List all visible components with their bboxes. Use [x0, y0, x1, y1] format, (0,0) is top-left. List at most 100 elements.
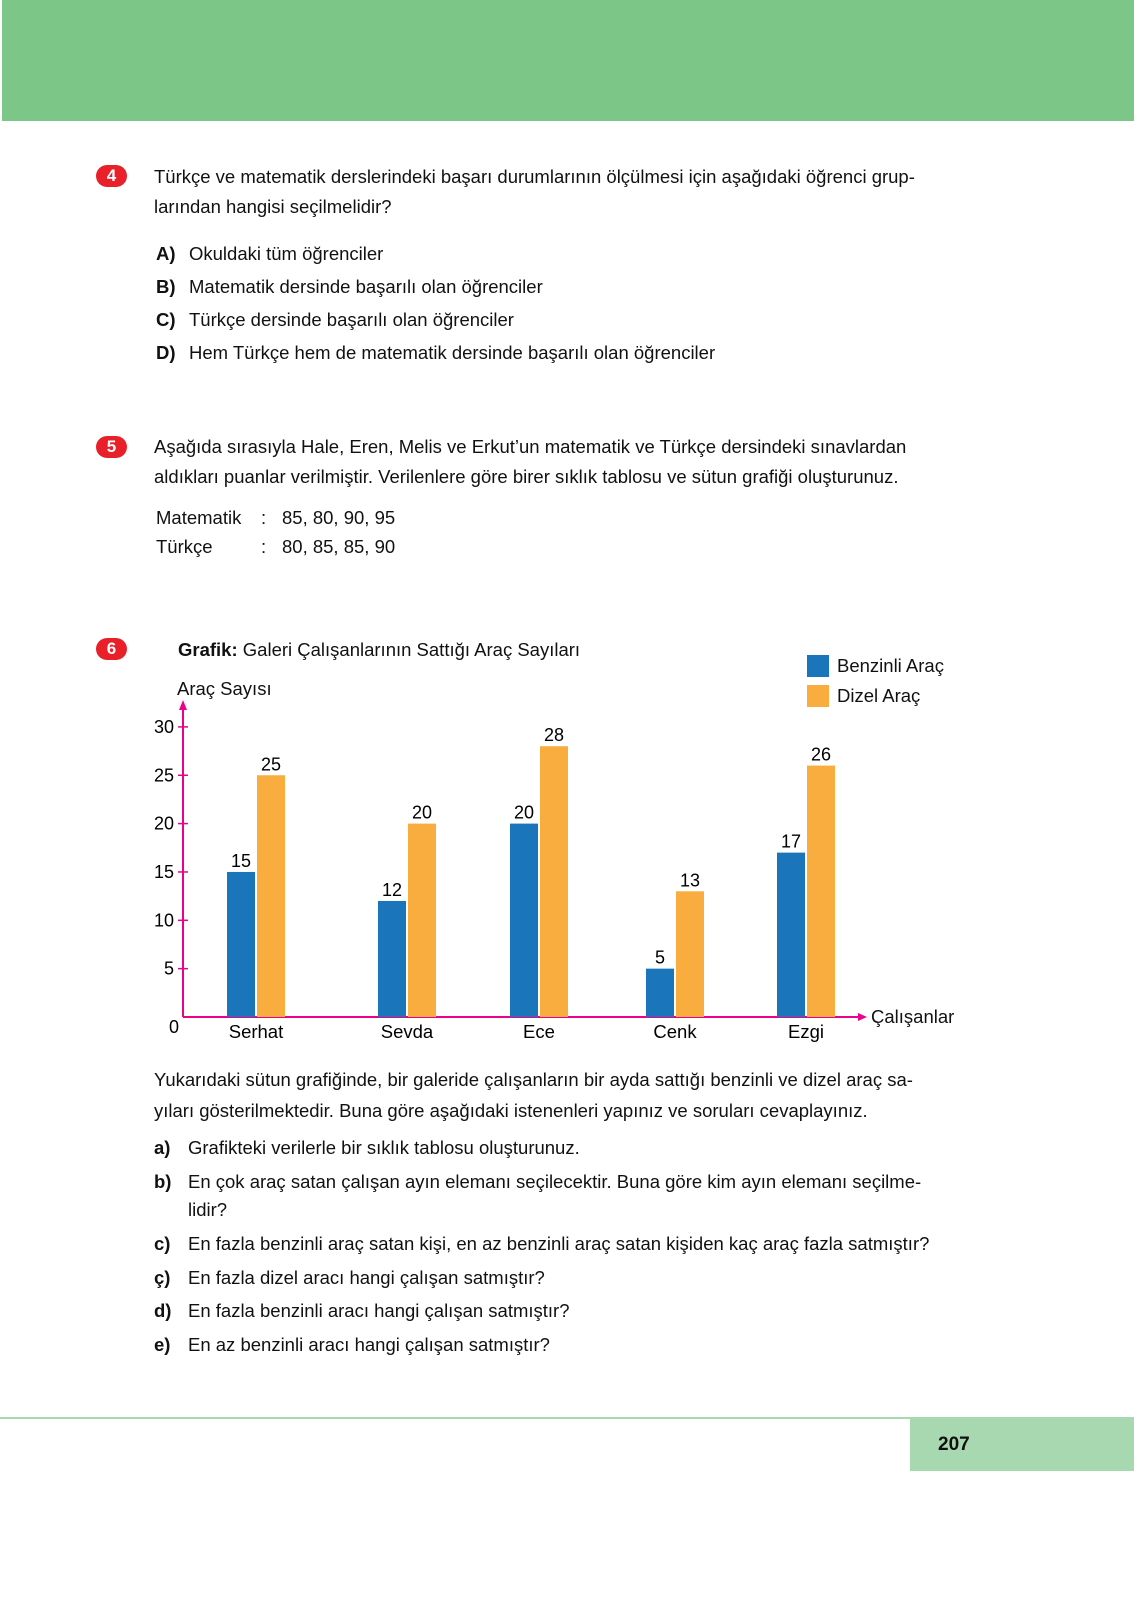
row-values: 85, 80, 90, 95: [282, 507, 396, 528]
x-axis-arrow: [858, 1013, 867, 1021]
footer-line: [0, 1417, 910, 1419]
legend-swatch: [807, 655, 829, 677]
y-tick-label: 0: [169, 1017, 179, 1037]
legend-swatch: [807, 685, 829, 707]
title-rest: Galeri Çalışanlarının Sattığı Araç Sayıl…: [242, 639, 581, 660]
legend: Benzinli Araç Dizel Araç: [807, 651, 944, 711]
category-label: Ece: [523, 1021, 555, 1042]
question-6-items: a) Grafikteki verilerle bir sıklık tablos…: [154, 1133, 929, 1364]
question-number-badge: 6: [96, 638, 127, 660]
option-b[interactable]: B) Matematik dersinde başarılı olan öğren…: [156, 270, 715, 303]
option-text: Türkçe dersinde başarılı olan öğrenciler: [189, 309, 514, 330]
item-letter: e): [154, 1334, 171, 1355]
legend-item-benzinli: Benzinli Araç: [807, 651, 944, 681]
y-tick-label: 30: [154, 717, 174, 737]
data-label: 20: [412, 803, 432, 823]
option-letter: A): [156, 243, 176, 264]
question-5-text: Aşağıda sırasıyla Hale, Eren, Melis ve E…: [154, 432, 906, 492]
bar-cenk-dizel: [676, 891, 704, 1017]
score-row: Türkçe:80, 85, 85, 90: [156, 532, 395, 561]
page-number: 207: [938, 1434, 970, 1455]
text-line: Aşağıda sırasıyla Hale, Eren, Melis ve E…: [154, 436, 907, 457]
question-4-text: Türkçe ve matematik derslerindeki başarı…: [154, 162, 915, 222]
item-a: a) Grafikteki verilerle bir sıklık tablos…: [154, 1133, 929, 1167]
item-c-cedilla: ç) En fazla dizel aracı hangi çalışan sat…: [154, 1263, 929, 1296]
title-bold: Grafik:: [178, 639, 238, 660]
y-tick-label: 15: [154, 862, 174, 882]
bar-ezgi-dizel: [807, 765, 835, 1017]
question-number-badge: 5: [96, 436, 127, 458]
bar-serhat-benzinli: [227, 871, 255, 1017]
option-text: Okuldaki tüm öğrenciler: [189, 243, 384, 264]
bar-sevda-benzinli: [378, 900, 406, 1017]
category-label: Cenk: [653, 1021, 697, 1042]
legend-label: Benzinli Araç: [837, 655, 944, 676]
text-line: aldıkları puanlar verilmiştir. Verilenle…: [154, 466, 899, 487]
data-label: 25: [261, 754, 281, 774]
item-letter: d): [154, 1300, 172, 1321]
data-label: 12: [382, 880, 402, 900]
page-number-box: 207: [910, 1417, 1134, 1471]
row-values: 80, 85, 85, 90: [282, 536, 396, 557]
question-number-badge: 4: [96, 165, 127, 187]
item-text: En fazla benzinli aracı hangi çalışan sa…: [188, 1300, 570, 1321]
text-line: Yukarıdaki sütun grafiğinde, bir galerid…: [154, 1069, 913, 1090]
option-text: Matematik dersinde başarılı olan öğrenci…: [189, 276, 543, 297]
chart-title: Grafik: Galeri Çalışanlarının Sattığı Ar…: [178, 635, 580, 665]
category-label: Serhat: [229, 1021, 284, 1042]
data-label: 15: [231, 851, 251, 871]
item-letter: ç): [154, 1267, 171, 1288]
item-e: e) En az benzinli aracı hangi çalışan sat…: [154, 1330, 929, 1364]
category-label: Sevda: [381, 1021, 434, 1042]
item-text: Grafikteki verilerle bir sıklık tablosu …: [188, 1137, 580, 1158]
item-text: En az benzinli aracı hangi çalışan satmı…: [188, 1334, 550, 1355]
row-label: Matematik: [156, 507, 242, 528]
option-c[interactable]: C) Türkçe dersinde başarılı olan öğrencil…: [156, 303, 715, 336]
question-6-text: Yukarıdaki sütun grafiğinde, bir galerid…: [154, 1064, 913, 1126]
y-tick-label: 25: [154, 765, 174, 785]
item-text: En çok araç satan çalışan ayın elemanı s…: [188, 1171, 922, 1192]
item-letter: a): [154, 1137, 171, 1158]
legend-label: Dizel Araç: [837, 685, 921, 706]
item-b: b) En çok araç satan çalışan ayın elemanı…: [154, 1167, 929, 1195]
bar-cenk-benzinli: [646, 968, 674, 1017]
item-letter: c): [154, 1233, 171, 1254]
x-axis-label: Çalışanlar: [871, 1006, 955, 1027]
data-label: 13: [680, 870, 700, 890]
bar-serhat-dizel: [257, 775, 285, 1017]
data-label: 28: [544, 725, 564, 745]
data-label: 20: [514, 803, 534, 823]
bar-ezgi-benzinli: [777, 852, 805, 1017]
row-label: Türkçe: [156, 536, 213, 557]
option-letter: B): [156, 276, 176, 297]
option-a[interactable]: A) Okuldaki tüm öğrenciler: [156, 237, 715, 270]
bar-ece-benzinli: [510, 823, 538, 1017]
data-label: 26: [811, 745, 831, 765]
question-4-options: A) Okuldaki tüm öğrenciler B) Matematik de…: [156, 237, 715, 369]
option-d[interactable]: D) Hem Türkçe hem de matematik dersinde b…: [156, 336, 715, 369]
y-tick-label: 10: [154, 910, 174, 930]
item-text: En fazla benzinli araç satan kişi, en az…: [188, 1233, 930, 1254]
y-tick-label: 20: [154, 814, 174, 834]
data-label: 5: [655, 948, 665, 968]
separator: :: [261, 507, 267, 528]
y-tick-label: 5: [164, 959, 174, 979]
score-list: Matematik:85, 80, 90, 95 Türkçe:80, 85, …: [156, 503, 395, 561]
text-line: Türkçe ve matematik derslerindeki başarı…: [154, 166, 915, 187]
score-row: Matematik:85, 80, 90, 95: [156, 503, 395, 532]
option-letter: C): [156, 309, 176, 330]
item-letter: b): [154, 1171, 172, 1192]
item-text: lidir?: [188, 1199, 228, 1220]
text-line: larından hangisi seçilmelidir?: [154, 196, 392, 217]
header-band: [2, 0, 1134, 121]
item-d: d) En fazla benzinli aracı hangi çalışan …: [154, 1296, 929, 1330]
data-label: 17: [781, 832, 801, 852]
y-axis-arrow: [179, 700, 187, 710]
item-text: En fazla dizel aracı hangi çalışan satmı…: [188, 1267, 545, 1288]
y-axis-label: Araç Sayısı: [177, 678, 272, 699]
bar-sevda-dizel: [408, 823, 436, 1017]
option-text: Hem Türkçe hem de matematik dersinde baş…: [189, 342, 716, 363]
legend-item-dizel: Dizel Araç: [807, 681, 944, 711]
text-line: yıları gösterilmektedir. Buna göre aşağı…: [154, 1100, 868, 1121]
